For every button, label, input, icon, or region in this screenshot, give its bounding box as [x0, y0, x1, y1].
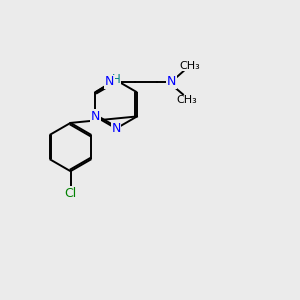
Text: CH₃: CH₃	[179, 61, 200, 71]
Text: N: N	[105, 76, 114, 88]
Text: N: N	[167, 76, 176, 88]
Text: N: N	[112, 122, 121, 135]
Text: Cl: Cl	[64, 187, 76, 200]
Text: N: N	[91, 110, 100, 123]
Text: CH₃: CH₃	[176, 95, 197, 105]
Text: H: H	[112, 73, 120, 85]
